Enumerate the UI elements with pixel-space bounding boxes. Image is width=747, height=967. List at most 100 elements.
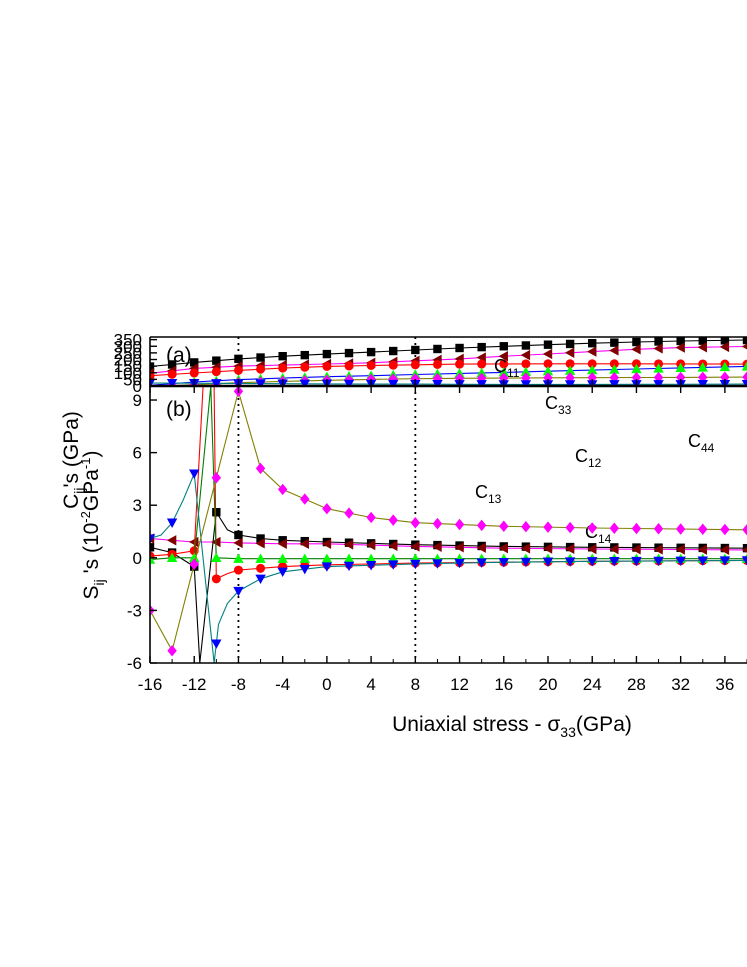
data-point <box>520 557 532 568</box>
data-point <box>697 362 708 372</box>
data-point <box>388 514 398 526</box>
panel-a: (a) C11 C33 C12 C13 C44 C14 <box>150 337 747 546</box>
data-point <box>454 558 465 569</box>
data-point <box>631 544 641 555</box>
data-point <box>166 378 178 386</box>
data-point <box>476 558 487 568</box>
x-tick-label: 32 <box>671 675 690 694</box>
data-point <box>278 352 287 361</box>
data-point <box>653 523 664 535</box>
data-point <box>211 639 222 649</box>
data-point <box>454 518 465 531</box>
panel-b: (b) <box>150 386 747 663</box>
x-tick-label: -12 <box>182 675 207 694</box>
data-point <box>167 645 177 657</box>
data-point <box>410 559 421 570</box>
x-title-sigma: σ <box>547 713 560 736</box>
data-point <box>343 553 355 563</box>
data-point <box>498 351 508 362</box>
data-point <box>388 540 398 551</box>
data-point <box>432 380 443 386</box>
data-point <box>189 368 199 378</box>
data-point <box>631 344 641 355</box>
data-point <box>477 342 486 352</box>
data-point <box>388 360 398 370</box>
data-point <box>190 358 199 367</box>
data-point <box>542 543 553 554</box>
y-tick-label: 100 <box>114 364 142 383</box>
axis-titles: Cij's (GPa)Sij 's (10-2GPa-1)Uniaxial st… <box>60 411 632 740</box>
curve-label-c44: C44 <box>688 431 715 455</box>
data-point <box>741 556 747 566</box>
data-point <box>365 553 377 563</box>
data-point <box>432 517 443 530</box>
data-point <box>587 359 597 369</box>
data-point <box>719 556 731 566</box>
data-point <box>653 544 663 555</box>
data-point <box>300 350 309 360</box>
x-axis-title: Uniaxial stress - σ33(GPa) <box>392 713 632 740</box>
data-point <box>587 364 598 375</box>
data-point <box>741 379 747 386</box>
data-point <box>343 379 355 386</box>
y-tick-label: 350 <box>114 331 142 350</box>
curve-label-sub: 44 <box>701 441 715 455</box>
data-point <box>520 349 531 361</box>
data-point <box>277 553 288 563</box>
y-tick-label: 0 <box>133 549 142 568</box>
data-point <box>741 547 747 553</box>
y-title-sup: -1 <box>78 458 93 470</box>
data-point <box>675 544 685 555</box>
data-point <box>410 517 421 529</box>
data-point <box>167 369 177 379</box>
data-point <box>189 469 200 479</box>
data-point <box>255 553 266 563</box>
series-s12 <box>150 386 747 584</box>
data-point <box>300 493 310 505</box>
data-point <box>322 349 332 359</box>
data-point <box>388 379 399 386</box>
data-point <box>167 360 177 369</box>
data-point <box>166 552 178 563</box>
data-point <box>389 346 398 356</box>
data-point <box>410 541 420 552</box>
data-point <box>278 536 287 545</box>
data-point <box>344 348 354 358</box>
data-point <box>166 535 177 546</box>
data-point <box>343 539 354 550</box>
data-point <box>299 379 310 386</box>
plot-area <box>150 337 747 386</box>
y-tick-label: 0 <box>133 377 142 396</box>
data-point <box>543 521 553 533</box>
data-point <box>521 341 531 350</box>
data-point <box>300 362 310 372</box>
data-point <box>432 559 443 569</box>
data-point <box>587 557 598 567</box>
data-point <box>211 552 222 563</box>
data-point <box>477 359 487 369</box>
x-tick-label: 4 <box>366 675 375 694</box>
data-point <box>278 363 288 373</box>
data-point <box>343 561 355 572</box>
data-point <box>742 524 747 536</box>
y-axis-title-b: Sij 's (10-2GPa-1) <box>78 451 107 600</box>
data-point <box>277 538 287 549</box>
data-point <box>564 347 575 358</box>
curve-label-sub: 13 <box>488 492 502 506</box>
data-point <box>587 543 597 555</box>
panel-label: (b) <box>166 398 192 421</box>
data-point <box>189 558 199 570</box>
series-c14 <box>150 378 747 386</box>
data-point <box>166 518 178 528</box>
data-point <box>255 574 266 585</box>
curve-label-c33: C33 <box>545 393 572 417</box>
data-point <box>698 337 707 345</box>
y-tick-label: 200 <box>114 351 142 370</box>
data-point <box>455 359 465 369</box>
data-point <box>299 538 309 549</box>
curve-label-c14: C14 <box>585 522 612 546</box>
data-point <box>322 361 332 371</box>
data-point <box>565 339 575 349</box>
x-tick-label: -8 <box>231 675 246 694</box>
